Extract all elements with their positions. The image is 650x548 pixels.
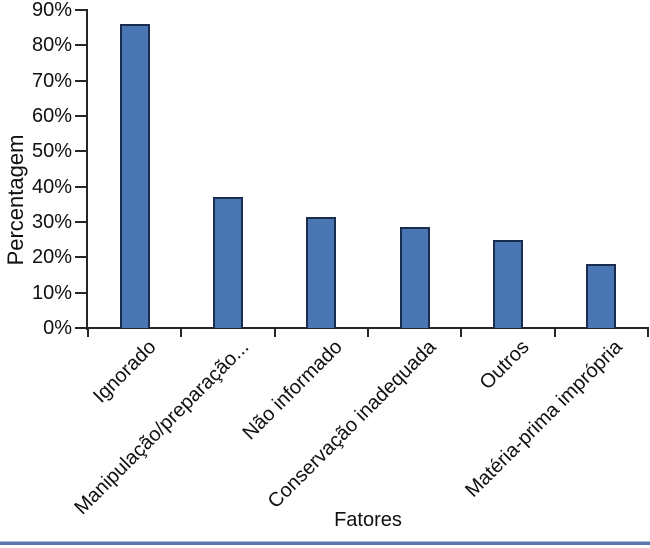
page-divider-line: [0, 541, 650, 545]
y-axis-line: [86, 9, 88, 330]
y-axis-tick: [75, 9, 86, 11]
x-category-label: Manipulação/preparação...: [70, 336, 254, 520]
y-axis-tick-label: 30%: [31, 211, 72, 233]
x-axis-tick: [367, 329, 369, 337]
y-axis-tick-label: 50%: [31, 140, 72, 163]
y-axis-tick-label: 60%: [31, 105, 72, 127]
x-axis-tick: [553, 329, 556, 337]
x-category-label: Conservação inadequada: [263, 336, 441, 513]
x-category-label: Não informado: [238, 336, 347, 445]
x-category-label: Ignorado: [88, 336, 161, 408]
y-axis-tick: [75, 185, 86, 188]
y-axis-tick-label: 0%: [43, 317, 72, 339]
y-axis-tick: [75, 150, 86, 153]
y-axis-tick-label: 80%: [31, 34, 72, 57]
bar: [493, 239, 523, 328]
x-axis-title: Fatores: [334, 509, 402, 531]
y-axis-tick: [75, 291, 86, 294]
x-category-label: Matéria-prima imprópria: [461, 336, 627, 502]
bar: [399, 227, 430, 328]
y-axis-tick: [75, 79, 86, 82]
y-axis-tick: [75, 44, 86, 47]
x-axis-tick: [647, 329, 649, 337]
x-axis-tick: [87, 329, 89, 337]
y-axis-tick: [75, 256, 86, 259]
bar: [213, 197, 243, 328]
y-axis-tick-label: 90%: [31, 0, 72, 21]
bar: [119, 24, 150, 328]
y-axis-tick: [75, 327, 86, 329]
y-axis-tick-label: 40%: [31, 175, 72, 198]
bar: [586, 264, 617, 328]
y-axis-tick-label: 10%: [31, 281, 72, 304]
y-axis-tick-label: 20%: [31, 246, 72, 269]
y-axis-tick: [75, 115, 86, 117]
x-axis-line: [86, 327, 649, 329]
y-axis-tick-label: 70%: [31, 69, 72, 92]
x-axis-tick: [180, 329, 183, 337]
y-axis-tick: [75, 221, 86, 223]
x-axis-tick: [460, 329, 463, 337]
x-category-label: Outros: [475, 336, 534, 395]
x-axis-tick: [273, 329, 276, 337]
bar: [306, 216, 337, 328]
